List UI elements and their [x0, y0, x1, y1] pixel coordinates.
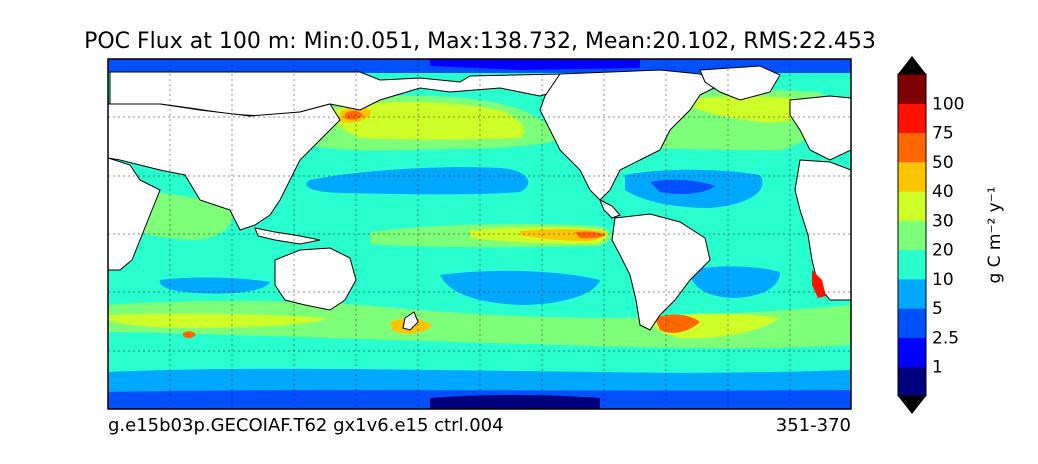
year-range-caption: 351-370 [776, 415, 851, 436]
benguela-upwelling [812, 270, 826, 298]
colorbar: 1 2.5 5 10 20 30 40 50 75 100 [897, 56, 964, 414]
colorbar-tick-label: 1 [932, 358, 943, 378]
run-id-caption: g.e15b03p.GECOIAF.T62 gx1v6.e15 ctrl.004 [108, 415, 504, 436]
colorbar-tick-label: 20 [932, 241, 954, 261]
colorbar-segment [898, 103, 926, 134]
colorbar-segment [898, 366, 926, 397]
arctic-band-core [430, 59, 640, 70]
colorbar-segment [898, 132, 926, 163]
kerguelen-patch [183, 331, 196, 339]
colorbar-segment [898, 74, 926, 104]
north-pacific-core [330, 101, 524, 140]
colorbar-unit-label: g C m⁻² y⁻¹ [985, 186, 1005, 283]
colorbar-segment [898, 337, 926, 368]
figure-title: POC Flux at 100 m: Min:0.051, Max:138.73… [84, 29, 876, 54]
colorbar-segment [898, 278, 926, 309]
colorbar-extend-min [898, 396, 926, 414]
colorbar-segment [898, 308, 926, 338]
south-atlantic-gyre [690, 266, 780, 298]
kuroshio-core [345, 110, 363, 120]
map-frame [107, 58, 852, 410]
greenland-land [699, 65, 781, 101]
asia-land [108, 103, 341, 231]
map-panel [108, 59, 851, 409]
colorbar-tick-label: 30 [932, 211, 954, 231]
indian-ocean-gyre [159, 277, 270, 294]
colorbar-segment [898, 249, 926, 280]
antarctic-band-core [430, 395, 600, 409]
colorbar-segment [898, 220, 926, 251]
colorbar-segment [898, 161, 926, 192]
colorbar-tick-label: 5 [932, 299, 943, 319]
peru-upwelling [575, 231, 606, 239]
colorbar-tick-label: 40 [932, 182, 954, 202]
colorbar-frame [897, 73, 927, 397]
map-gridlines [108, 59, 851, 409]
colorbar-tick-label: 50 [932, 153, 954, 173]
new-zealand-land [402, 311, 419, 331]
south-america-land [611, 213, 711, 331]
colorbar-tick-label: 2.5 [932, 328, 959, 348]
colorbar-tick-label: 75 [932, 124, 954, 144]
australia-land [274, 247, 357, 311]
north-atlantic-core [680, 96, 820, 123]
southern-ocean-band [108, 300, 851, 349]
central-america-land [599, 198, 621, 219]
north-pacific-gyre [306, 167, 529, 195]
indonesia-land [254, 227, 321, 245]
colorbar-tick-label: 100 [932, 94, 964, 114]
colorbar-segment [898, 191, 926, 221]
colorbar-extend-max [898, 56, 926, 74]
southern-ocean-core-west [108, 313, 330, 328]
africa-land [108, 157, 161, 271]
europe-land [789, 95, 851, 161]
colorbar-tick-label: 10 [932, 270, 954, 290]
